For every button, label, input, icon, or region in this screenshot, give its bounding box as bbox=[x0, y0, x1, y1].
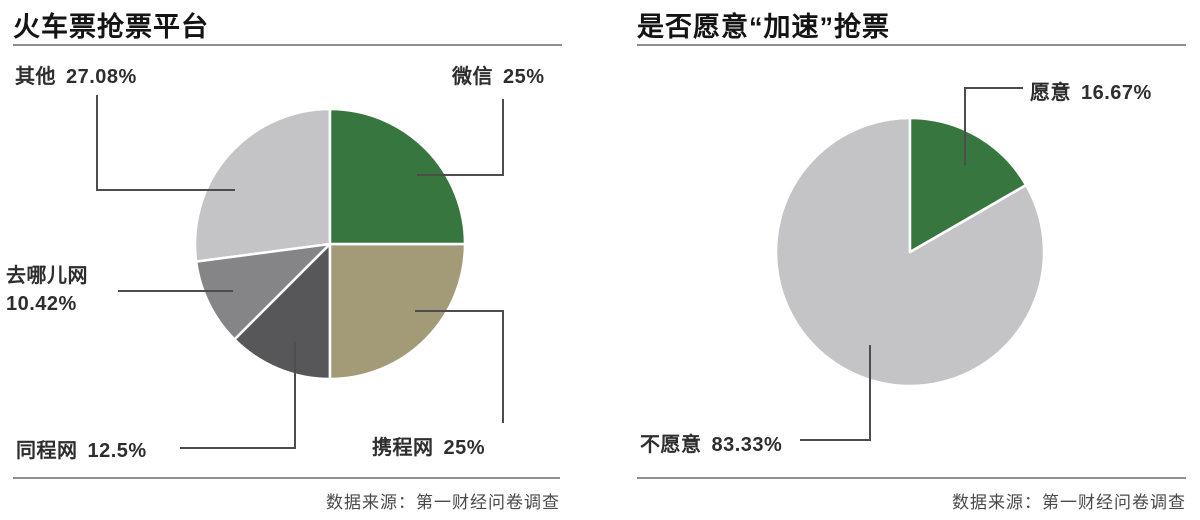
left-pie-chart bbox=[96, 95, 504, 449]
slice-pct: 83.33% bbox=[711, 434, 783, 456]
slice-pct: 16.67% bbox=[1081, 82, 1152, 104]
slice-label-yuanyi: 愿意 16.67% bbox=[1030, 76, 1152, 105]
pie-slice-去哪儿网 bbox=[194, 242, 332, 341]
pie-slice-微信 bbox=[328, 107, 467, 246]
left-footer-rule bbox=[13, 477, 560, 479]
right-pie-chart bbox=[774, 87, 1046, 441]
slice-label-qita: 其他 27.08% bbox=[15, 60, 137, 89]
slice-name: 携程网 bbox=[372, 437, 434, 459]
left-title-rule bbox=[13, 44, 562, 46]
pie-slice-携程网 bbox=[328, 242, 467, 381]
slice-pct: 27.08% bbox=[66, 66, 137, 88]
leader-line-xiecheng bbox=[415, 310, 504, 423]
left-chart-title: 火车票抢票平台 bbox=[13, 12, 209, 42]
right-title-rule bbox=[637, 44, 1186, 46]
slice-label-xiecheng: 携程网 25% bbox=[372, 431, 485, 460]
leader-line-tongcheng bbox=[180, 342, 296, 449]
slice-name: 其他 bbox=[15, 66, 56, 88]
slice-pct: 25% bbox=[443, 437, 486, 459]
slice-name: 去哪儿网 bbox=[6, 265, 88, 287]
slice-label-tongcheng: 同程网 12.5% bbox=[16, 434, 147, 463]
slice-pct: 25% bbox=[503, 66, 545, 88]
slice-name: 不愿意 bbox=[640, 434, 702, 456]
slice-name: 同程网 bbox=[16, 440, 78, 462]
pie-slice-愿意 bbox=[908, 116, 1028, 254]
left-source-label: 数据来源：第一财经问卷调查 bbox=[326, 493, 560, 512]
pie-slice-同程网 bbox=[233, 242, 332, 381]
slice-label-qunaer: 去哪儿网 10.42% bbox=[6, 262, 88, 318]
right-source-label: 数据来源：第一财经问卷调查 bbox=[952, 493, 1186, 512]
leader-line-weixin bbox=[417, 99, 504, 176]
leader-line-yuanyi bbox=[964, 87, 1023, 165]
leader-line-buyuanyi bbox=[800, 345, 871, 441]
right-chart-title: 是否愿意“加速”抢票 bbox=[637, 12, 890, 42]
leader-line-qita bbox=[96, 95, 235, 191]
slice-pct: 12.5% bbox=[87, 440, 147, 462]
slice-name: 微信 bbox=[452, 66, 493, 88]
pie-slice-其他 bbox=[193, 107, 332, 263]
right-footer-rule bbox=[637, 477, 1186, 479]
slice-label-weixin: 微信 25% bbox=[452, 60, 545, 89]
slice-pct: 10.42% bbox=[6, 293, 77, 315]
slice-label-buyuanyi: 不愿意 83.33% bbox=[640, 428, 782, 457]
slice-name: 愿意 bbox=[1030, 82, 1071, 104]
